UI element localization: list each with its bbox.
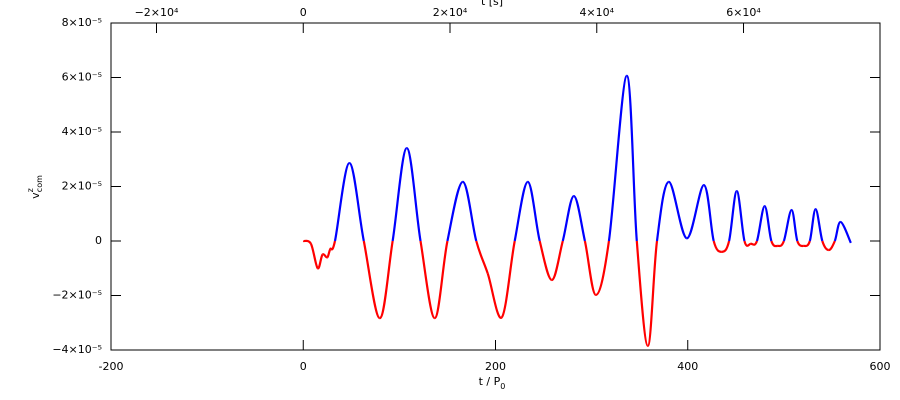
x-tick-label: 200 bbox=[485, 360, 506, 373]
line-segment bbox=[770, 240, 778, 248]
line-segment bbox=[646, 240, 659, 348]
top-x-tick-label: 0 bbox=[300, 6, 307, 19]
line-segment bbox=[333, 161, 351, 242]
y-tick-label: −4×10⁻⁵ bbox=[52, 343, 102, 356]
y-tick-label: 8×10⁻⁵ bbox=[62, 16, 102, 29]
line-segment bbox=[607, 74, 628, 242]
y-tick-label: 2×10⁻⁵ bbox=[62, 180, 102, 193]
line-segment bbox=[814, 208, 824, 242]
line-segment bbox=[721, 240, 731, 253]
top-x-tick-label: 4×10⁴ bbox=[579, 6, 614, 19]
y-tick-label: −2×10⁻⁵ bbox=[52, 289, 102, 302]
line-segment bbox=[433, 240, 449, 320]
line-segment bbox=[513, 180, 529, 242]
line-segment bbox=[526, 180, 541, 242]
y-label-sup: z bbox=[26, 188, 35, 192]
line-segment bbox=[321, 253, 328, 259]
line-segment bbox=[486, 273, 503, 319]
line-segment bbox=[803, 240, 811, 248]
line-segment bbox=[625, 74, 638, 242]
line-segment bbox=[302, 239, 312, 245]
line-segment bbox=[329, 240, 337, 251]
line-segment bbox=[550, 240, 564, 282]
line-segment bbox=[635, 240, 649, 348]
line-segment bbox=[561, 194, 575, 242]
line-segment bbox=[475, 240, 489, 275]
line-segment bbox=[446, 180, 464, 242]
line-segment bbox=[500, 240, 516, 318]
y-label-base: v bbox=[29, 192, 42, 199]
line-segment bbox=[583, 240, 597, 297]
line-segment bbox=[461, 180, 478, 242]
line-segment bbox=[808, 208, 817, 242]
line-segment bbox=[309, 243, 319, 270]
line-segment bbox=[750, 240, 758, 246]
line-segment bbox=[667, 180, 688, 240]
y-label-sub: com bbox=[35, 175, 44, 192]
line-segment bbox=[326, 248, 332, 259]
y-tick-label: 6×10⁻⁵ bbox=[62, 71, 102, 84]
line-segment bbox=[790, 208, 799, 242]
line-segment bbox=[796, 240, 804, 248]
line-segment bbox=[405, 146, 422, 242]
line-segment bbox=[839, 220, 852, 244]
y-tick-label: 0 bbox=[95, 234, 102, 247]
x-label-base: t / P bbox=[479, 375, 501, 388]
x-axis-label: t / P0 bbox=[479, 375, 506, 391]
line-segment bbox=[821, 240, 829, 252]
top-axis-label: t [s] bbox=[481, 0, 503, 8]
line-segment bbox=[362, 240, 381, 320]
x-tick-label: 0 bbox=[300, 360, 307, 373]
line-segment bbox=[316, 253, 324, 270]
line-segment bbox=[572, 194, 586, 242]
line-segment bbox=[378, 240, 394, 320]
top-x-tick-label: −2×10⁴ bbox=[135, 6, 179, 19]
top-x-tick-label: 6×10⁴ bbox=[726, 6, 761, 19]
line-segment bbox=[419, 240, 436, 320]
x-label-sub: 0 bbox=[500, 382, 505, 391]
line-segment bbox=[538, 240, 553, 282]
line-segment bbox=[595, 240, 611, 297]
line-segment bbox=[655, 180, 670, 242]
top-x-tick-label: 2×10⁴ bbox=[433, 6, 468, 19]
y-tick-label: 4×10⁻⁵ bbox=[62, 125, 102, 138]
line-segment bbox=[728, 190, 738, 242]
y-axis-label: vzcom bbox=[26, 175, 44, 199]
line-segment bbox=[782, 208, 793, 242]
line-segment bbox=[743, 240, 752, 247]
line-segment bbox=[702, 184, 715, 242]
line-segment bbox=[777, 240, 785, 248]
line-segment bbox=[735, 190, 746, 242]
x-tick-label: -200 bbox=[99, 360, 124, 373]
line-segment bbox=[348, 161, 365, 242]
x-tick-label: 400 bbox=[677, 360, 698, 373]
line-segment bbox=[685, 184, 705, 240]
line-segment bbox=[712, 240, 722, 254]
x-tick-label: 600 bbox=[870, 360, 891, 373]
line-segment bbox=[828, 240, 836, 252]
line-segment bbox=[763, 205, 773, 242]
line-segment bbox=[833, 220, 842, 242]
line-segment bbox=[391, 146, 408, 242]
line-segment bbox=[755, 205, 766, 242]
